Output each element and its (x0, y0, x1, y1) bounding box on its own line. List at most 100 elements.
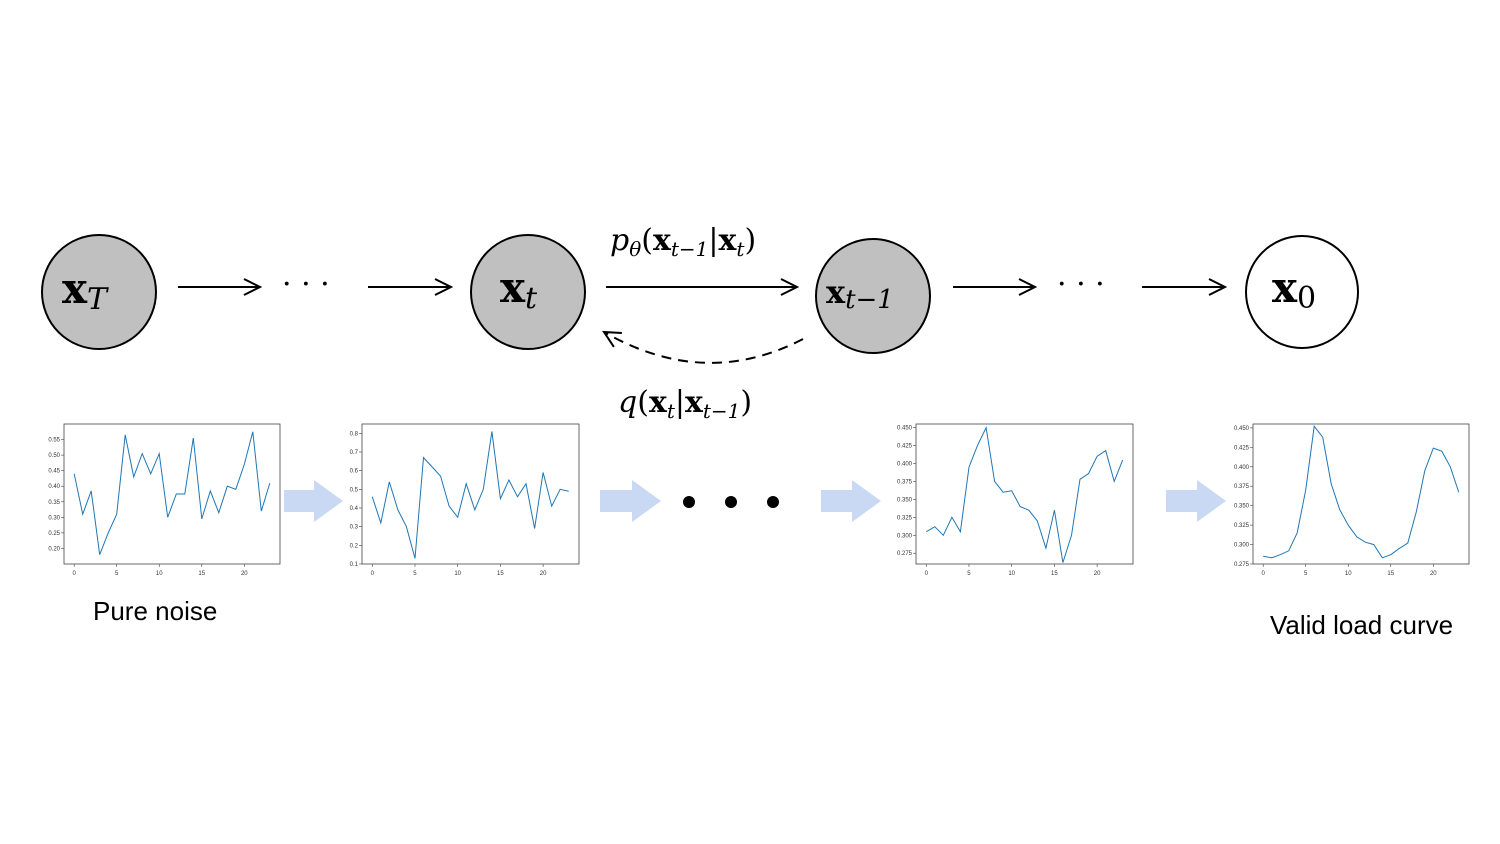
node-x-t: xt (470, 234, 586, 350)
series-line (73, 431, 271, 555)
x-tick-label: 10 (454, 571, 461, 577)
x-tick-label: 10 (1345, 571, 1352, 577)
ellipsis-dot-2 (725, 496, 737, 508)
flow-arrow-2 (600, 480, 661, 522)
y-tick-label: 0.375 (897, 479, 913, 485)
ellipsis-dot-1 (683, 496, 695, 508)
x-tick-label: 20 (540, 571, 547, 577)
series-line (926, 425, 1124, 563)
y-tick-label: 0.450 (897, 426, 913, 432)
y-tick-label: 0.3 (350, 525, 359, 531)
node-x-t-minus-1-base: x (826, 273, 846, 311)
y-tick-label: 0.6 (350, 469, 359, 475)
line-chart-step-2: 0.1 0.2 0.3 0.4 0.5 0.6 0.7 0.8 0 5 10 15 20 (350, 423, 580, 577)
node-x-T-circle (41, 234, 157, 350)
x-tick-label: 15 (1051, 571, 1058, 577)
x-tick-label: 15 (198, 571, 205, 577)
x-tick-label: 5 (115, 571, 119, 577)
line-chart-valid-load-curve: 0.275 0.300 0.325 0.350 0.375 0.400 0.425 0.450… (1234, 423, 1470, 577)
chart-row: 0.200.250.300.350.400.450.500.550 5 10 15 20… (48, 423, 1470, 577)
node-x-T: xT (41, 234, 157, 350)
y-tick-label: 0.300 (897, 533, 913, 539)
node-x-0-sub: 0 (1297, 281, 1316, 316)
y-tick-label: 0.275 (1234, 562, 1250, 568)
x-tick-label: 20 (1430, 571, 1437, 577)
forward-process-label: q(xt|xt−1) (618, 385, 752, 423)
x-tick-label: 5 (413, 571, 417, 577)
caption-valid-load-curve: Valid load curve (1270, 610, 1454, 640)
y-tick-label: 0.425 (1234, 445, 1250, 451)
y-tick-label: 0.350 (1234, 504, 1250, 510)
node-x-0: x0 (1245, 235, 1359, 349)
x-tick-label: 15 (1387, 571, 1394, 577)
x-tick-label: 0 (73, 571, 77, 577)
chart-frame (1252, 423, 1470, 565)
flow-arrow-4 (1166, 480, 1226, 522)
y-tick-label: 0.20 (48, 546, 60, 552)
ellipsis-dot-3 (767, 496, 779, 508)
x-tick-label: 0 (371, 571, 375, 577)
node-x-T-sub: T (87, 282, 109, 317)
x-tick-label: 20 (241, 571, 248, 577)
y-tick-label: 0.275 (897, 551, 913, 557)
x-tick-label: 0 (1262, 571, 1266, 577)
flow-arrow-1 (284, 480, 343, 522)
node-x-0-base: x (1272, 263, 1298, 312)
forward-process-arrow (604, 332, 804, 364)
y-tick-label: 0.450 (1234, 426, 1250, 432)
y-tick-label: 0.40 (48, 484, 60, 490)
x-tick-label: 10 (1008, 571, 1015, 577)
node-x-t-minus-1-sub: t−1 (845, 285, 894, 315)
flow-arrow-3 (821, 480, 881, 522)
svg-text:xT: xT (62, 264, 109, 317)
y-tick-label: 0.5 (350, 487, 359, 493)
node-x-t-base: x (500, 263, 526, 312)
x-tick-label: 0 (925, 571, 929, 577)
node-x-t-minus-1-circle (815, 238, 931, 354)
chart-frame (915, 423, 1134, 565)
caption-pure-noise: Pure noise (93, 596, 218, 626)
chain-ellipsis-right: · · · (1057, 267, 1105, 302)
chart-frame (63, 423, 281, 565)
y-tick-label: 0.7 (350, 450, 359, 456)
y-tick-label: 0.50 (48, 453, 60, 459)
y-tick-label: 0.400 (897, 461, 913, 467)
series-line (1263, 425, 1460, 559)
y-tick-label: 0.400 (1234, 465, 1250, 471)
x-tick-label: 5 (967, 571, 971, 577)
svg-text:x0: x0 (1272, 263, 1316, 316)
node-x-t-minus-1: xt−1 (815, 238, 931, 354)
y-tick-label: 0.375 (1234, 484, 1250, 490)
series-line (371, 431, 569, 559)
y-tick-label: 0.1 (350, 562, 359, 568)
chain-ellipsis-left: · · · (282, 267, 330, 302)
y-tick-label: 0.55 (48, 438, 60, 444)
x-tick-label: 5 (1304, 571, 1308, 577)
y-tick-label: 0.8 (350, 431, 359, 437)
chart-frame (361, 423, 580, 565)
y-tick-label: 0.425 (897, 444, 913, 450)
y-tick-label: 0.45 (48, 469, 60, 475)
y-tick-label: 0.300 (1234, 543, 1250, 549)
x-tick-label: 20 (1094, 571, 1101, 577)
y-tick-label: 0.325 (1234, 523, 1250, 529)
node-x-0-circle (1245, 235, 1359, 349)
reverse-process-label: pθ(xt−1|xt) (610, 223, 756, 261)
y-tick-label: 0.350 (897, 497, 913, 503)
svg-text:xt: xt (500, 263, 538, 316)
line-chart-step-t-1: 0.275 0.300 0.325 0.350 0.375 0.400 0.425 0.450… (897, 423, 1134, 577)
x-tick-label: 15 (497, 571, 504, 577)
y-tick-label: 0.25 (48, 531, 60, 537)
flow-arrows (284, 480, 1226, 522)
line-chart-pure-noise: 0.20 0.25 0.30 0.35 0.40 0.45 0.50 0.55 0 5 10 15 20 (48, 423, 281, 577)
y-tick-label: 0.2 (350, 543, 359, 549)
y-tick-label: 0.35 (48, 500, 60, 506)
node-x-t-circle (470, 234, 586, 350)
svg-text:xt−1: xt−1 (826, 273, 894, 315)
y-tick-label: 0.4 (350, 506, 359, 512)
y-tick-label: 0.30 (48, 515, 60, 521)
node-x-T-base: x (62, 264, 88, 313)
y-tick-label: 0.325 (897, 515, 913, 521)
node-x-t-sub: t (525, 281, 538, 316)
